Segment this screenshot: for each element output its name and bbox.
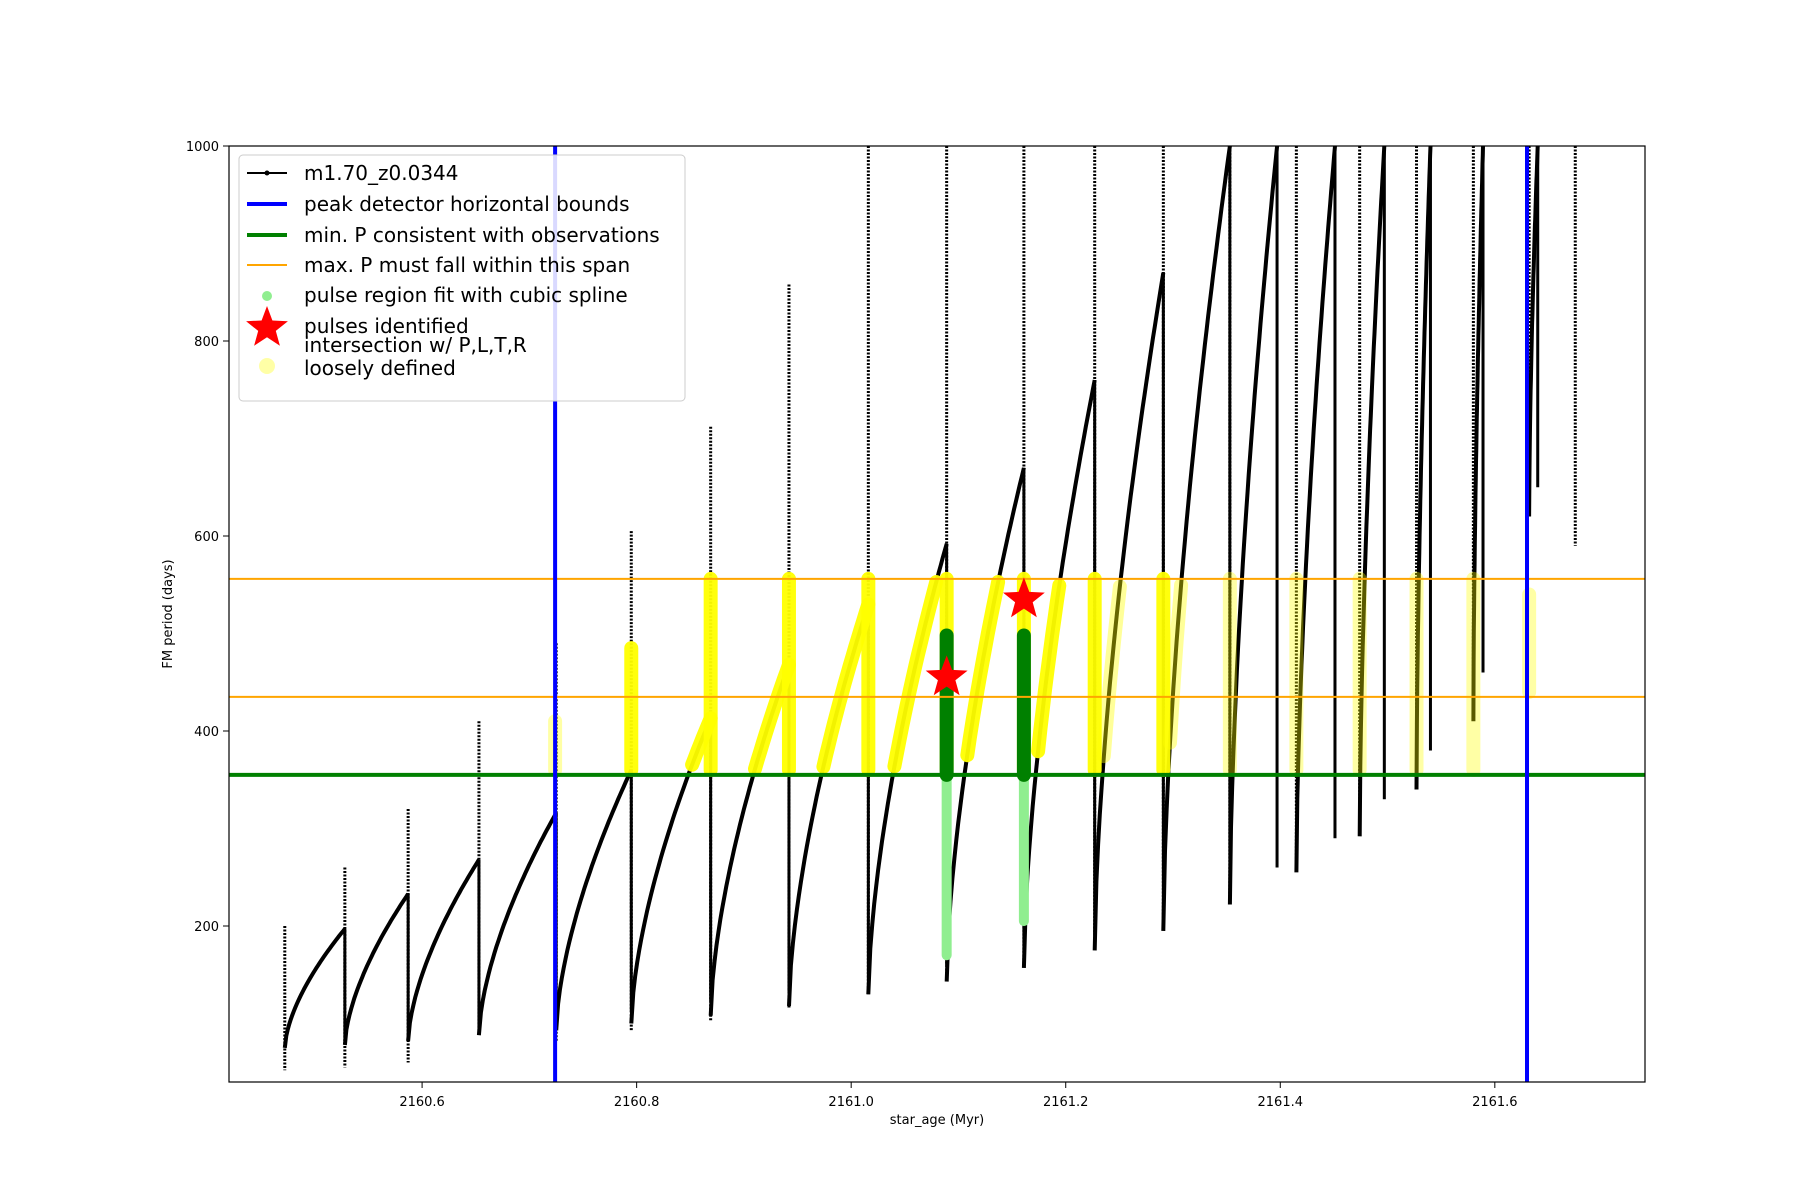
intersection-arc [685,711,718,772]
model-series-line [1414,145,1433,790]
legend-label: max. P must fall within this span [304,253,630,277]
model-series-line [406,858,481,1042]
intersection-arc [816,597,876,774]
legend-handle-dot [262,291,272,301]
model-series-line [1471,145,1485,722]
model-series-line [1294,145,1337,873]
y-tick-label: 800 [194,335,219,350]
legend-label: min. P consistent with observations [304,223,660,247]
model-series-line [1357,145,1387,837]
legend-label: m1.70_z0.0344 [304,161,459,185]
x-tick-label: 2161.6 [1472,1095,1518,1110]
legend-label: intersection w/ P,L,T,R [304,333,527,357]
intersection-arc [1096,579,1127,764]
intersection-arc [1163,578,1189,750]
legend-handle-marker [264,170,270,176]
model-series-line [1227,145,1280,905]
x-tick-label: 2160.8 [614,1095,660,1110]
model-series-line [1161,145,1232,931]
plot-frame [228,145,1646,1083]
intersection-arc [960,575,1006,763]
legend-handle-star [246,306,288,346]
x-tick-label: 2161.0 [828,1095,874,1110]
legend-handle-dot [259,358,275,374]
axes-layer: 2160.6 2160.8 2161.0 2161.2 2161.4 2161.6 200 4… [186,140,1518,1110]
legend-box [238,154,686,402]
model-series-line [1092,272,1166,951]
intersection-arc [887,575,944,774]
x-tick-label: 2161.2 [1043,1095,1089,1110]
y-tick-label: 400 [194,725,219,740]
intersection-arc [748,657,796,776]
pulses-identified-layer [925,577,1045,696]
y-tick-label: 200 [194,920,219,935]
model-series-line [554,769,634,1031]
pulse-identified-marker [1003,577,1045,618]
legend-label: pulses identified [304,314,469,338]
spline-layer [939,628,1031,961]
legend-label-line2: loosely defined [304,356,456,380]
x-tick-label: 2160.6 [399,1095,445,1110]
x-axis-label: star_age (Myr) [890,1113,984,1128]
model-series-line [342,892,410,1046]
y-tick-label: 1000 [186,140,219,155]
x-tick-label: 2161.4 [1258,1095,1304,1110]
legend-label: pulse region fit with cubic spline [304,283,628,307]
y-axis-label: FM period (days) [161,559,176,668]
legend-label: peak detector horizontal bounds [304,192,630,216]
model-series-line [282,927,347,1049]
intersection-arc [1031,578,1067,759]
model-series-line [476,811,558,1036]
y-tick-label: 600 [194,530,219,545]
pulse-identified-marker [925,655,968,696]
horizontal-lines-layer [229,577,1645,777]
